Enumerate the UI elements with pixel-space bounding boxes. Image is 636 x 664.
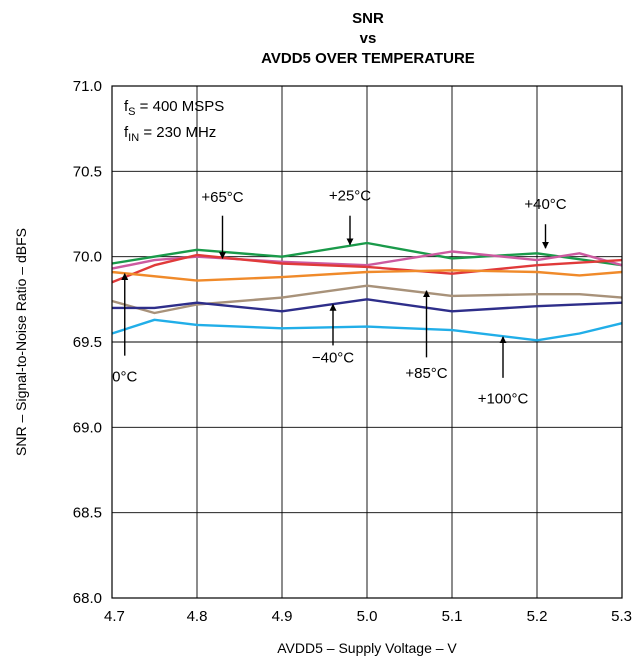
sample-rate-label: fS = 400 MSPS: [124, 98, 224, 118]
plot-frame: [111, 85, 623, 599]
y-tick-label: 68.0: [73, 590, 102, 607]
annotation-label-plus-85c: +85°C: [405, 365, 447, 382]
annotation-label-plus-40c: +40°C: [524, 196, 566, 213]
x-tick-label: 5.3: [611, 608, 632, 625]
chart-title-line-3: AVDD5 OVER TEMPERATURE: [261, 50, 475, 67]
annotation-label-minus-40c: −40°C: [312, 349, 354, 366]
x-tick-label: 5.1: [442, 608, 463, 625]
input-frequency-label: fIN = 230 MHz: [124, 124, 216, 144]
y-tick-label: 70.5: [73, 163, 102, 180]
x-tick-label: 4.7: [104, 608, 125, 625]
series-line-0c: [111, 269, 623, 282]
annotation-label-0c: 0°C: [112, 368, 137, 385]
series-lines: [111, 241, 623, 342]
series-line-plus-40c: [111, 250, 623, 270]
y-tick-label: 69.0: [73, 419, 102, 436]
x-tick-label: 4.9: [272, 608, 293, 625]
x-axis-label: AVDD5 – Supply Voltage – V: [277, 640, 457, 656]
y-tick-label: 69.5: [73, 334, 102, 351]
x-tick-label: 4.8: [187, 608, 208, 625]
x-tick-labels: 4.7 4.8 4.9 5.0 5.1 5.2 5.3: [104, 608, 632, 625]
y-tick-labels: 68.0 68.5 69.0 69.5 70.0 70.5 71.0: [73, 78, 102, 607]
conditions-box: fS = 400 MSPS fIN = 230 MHz: [124, 98, 224, 144]
series-line-plus-65c: [111, 253, 623, 284]
series-line-plus-25c: [111, 241, 623, 267]
chart-title-line-2: vs: [360, 30, 377, 47]
series-line-minus-40c: [112, 298, 623, 313]
x-tick-label: 5.0: [357, 608, 378, 625]
annotation-label-plus-25c: +25°C: [329, 187, 371, 204]
series-line-plus-100c: [111, 318, 623, 342]
y-axis-label: SNR – Signal-to-Noise Ratio – dBFS: [13, 228, 29, 456]
temperature-annotations: +65°C +25°C +40°C 0°C −40°C +85°C +100°C: [112, 187, 567, 407]
annotation-label-plus-65c: +65°C: [201, 189, 243, 206]
x-tick-label: 5.2: [527, 608, 548, 625]
y-tick-label: 70.0: [73, 249, 102, 266]
grid: [111, 85, 623, 599]
series-line-plus-85c: [111, 284, 623, 315]
y-tick-label: 71.0: [73, 78, 102, 95]
chart-title-line-1: SNR: [352, 10, 384, 27]
y-tick-label: 68.5: [73, 505, 102, 522]
annotation-label-plus-100c: +100°C: [478, 390, 529, 407]
chart-title: SNR vs AVDD5 OVER TEMPERATURE: [261, 10, 475, 67]
